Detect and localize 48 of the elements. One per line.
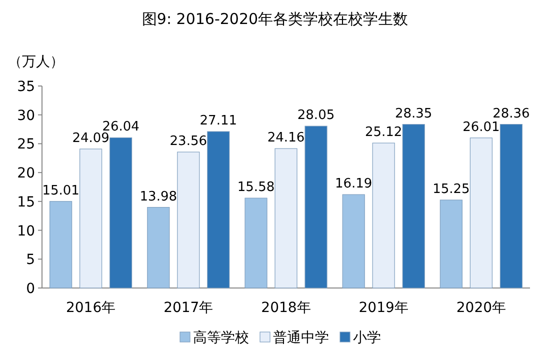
y-tick-label: 30 xyxy=(17,108,35,124)
x-tick-label: 2018年 xyxy=(261,300,311,316)
data-label: 28.35 xyxy=(394,106,432,122)
legend-label: 高等学校 xyxy=(193,330,249,346)
chart-title: 图9: 2016-2020年各类学校在校学生数 xyxy=(142,10,408,28)
bar xyxy=(470,138,492,288)
x-tick-label: 2016年 xyxy=(66,300,116,316)
bar xyxy=(402,124,425,288)
y-tick-label: 0 xyxy=(26,281,35,297)
bar xyxy=(80,148,102,288)
x-tick-label: 2019年 xyxy=(358,300,408,316)
data-label: 25.12 xyxy=(364,125,402,140)
data-label: 15.25 xyxy=(432,182,470,197)
bar xyxy=(440,200,462,288)
bar xyxy=(207,131,230,288)
y-tick-label: 10 xyxy=(17,223,35,240)
data-label: 28.05 xyxy=(297,108,335,124)
y-tick-label: 20 xyxy=(17,166,35,182)
bar xyxy=(342,194,365,288)
y-axis-title: （万人） xyxy=(8,54,64,70)
bar xyxy=(110,137,132,288)
x-tick-label: 2017年 xyxy=(164,300,214,316)
bar xyxy=(372,142,395,288)
data-label: 15.01 xyxy=(42,183,80,198)
bar xyxy=(500,124,522,288)
data-label: 28.36 xyxy=(492,106,530,122)
data-label: 23.56 xyxy=(170,134,208,150)
bar xyxy=(50,201,72,288)
x-tick-label: 2020年 xyxy=(456,300,506,316)
data-label: 16.19 xyxy=(334,176,372,192)
legend-label: 小学 xyxy=(353,330,381,346)
bar xyxy=(177,152,200,288)
data-label: 27.11 xyxy=(200,114,238,129)
高等学校: 15.01 13.98 15.58 16.19 15.25 xyxy=(42,176,470,288)
bar xyxy=(274,148,298,288)
bar xyxy=(147,207,170,288)
legend-label: 普通中学 xyxy=(273,329,329,346)
bar xyxy=(304,126,328,288)
data-label: 24.16 xyxy=(267,130,305,146)
bar xyxy=(244,198,268,288)
data-label: 24.09 xyxy=(72,130,110,146)
data-label: 26.01 xyxy=(462,120,500,135)
data-label: 15.58 xyxy=(237,180,275,196)
y-tick-label: 35 xyxy=(17,79,35,95)
y-tick-label: 5 xyxy=(26,252,35,268)
data-label: 13.98 xyxy=(140,189,178,204)
y-tick-label: 25 xyxy=(17,136,35,153)
y-tick-label: 15 xyxy=(17,194,35,210)
